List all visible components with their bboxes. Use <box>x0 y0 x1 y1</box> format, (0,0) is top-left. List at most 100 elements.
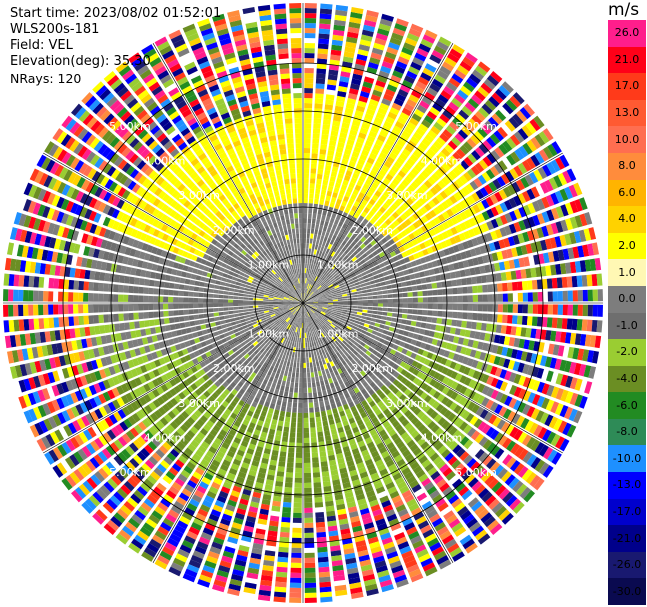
range-gate <box>349 270 355 276</box>
range-gate <box>340 184 348 191</box>
range-gate <box>322 284 328 289</box>
range-gate <box>355 540 367 548</box>
range-gate <box>374 560 387 569</box>
range-gate <box>361 29 374 37</box>
range-gate <box>420 427 430 437</box>
range-gate <box>500 173 511 185</box>
range-gate <box>486 442 497 453</box>
range-gate <box>366 313 373 318</box>
range-gate <box>321 310 327 314</box>
range-gate <box>325 505 335 512</box>
range-gate <box>343 254 349 261</box>
range-gate <box>304 293 308 299</box>
range-gate <box>569 377 578 390</box>
range-gate <box>376 268 383 274</box>
range-gate <box>515 350 523 360</box>
range-gate <box>417 309 423 315</box>
range-gate <box>424 166 434 175</box>
range-gate <box>299 307 302 313</box>
range-gate <box>534 459 546 473</box>
range-gate <box>360 564 373 572</box>
range-gate <box>370 52 382 61</box>
range-gate <box>332 309 338 312</box>
range-gate <box>484 474 496 486</box>
range-gate <box>560 389 569 402</box>
range-gate <box>449 401 458 411</box>
range-gate <box>304 18 317 24</box>
range-gate <box>270 454 278 461</box>
range-gate <box>317 163 325 170</box>
range-gate <box>306 312 309 318</box>
range-gate <box>557 249 565 261</box>
range-gate <box>306 295 311 300</box>
range-gate <box>506 347 514 358</box>
range-gate <box>546 431 557 444</box>
range-gate <box>269 520 279 527</box>
range-gate <box>368 337 375 343</box>
range-gate <box>467 368 476 378</box>
range-gate <box>387 486 398 495</box>
range-gate <box>365 420 373 428</box>
range-gate <box>337 209 344 216</box>
range-gate <box>382 249 390 255</box>
range-gate <box>381 256 388 262</box>
range-gate <box>358 191 365 199</box>
range-gate <box>358 175 366 183</box>
range-gate <box>324 495 334 502</box>
range-gate <box>275 480 284 487</box>
range-gate <box>287 340 291 346</box>
range-gate <box>479 265 486 274</box>
range-gate <box>504 370 512 381</box>
range-gate <box>236 507 247 516</box>
range-gate <box>359 39 372 47</box>
range-gate <box>293 357 297 363</box>
range-gate <box>462 303 468 311</box>
range-gate <box>436 340 443 347</box>
range-gate <box>351 382 357 390</box>
range-gate <box>486 153 497 164</box>
range-gate <box>366 588 379 597</box>
range-gate <box>304 133 311 139</box>
range-gate <box>387 303 393 308</box>
range-gate <box>476 275 482 284</box>
range-gate <box>328 350 333 357</box>
range-gate <box>320 143 328 150</box>
range-gate <box>304 48 315 54</box>
range-gate <box>314 356 319 362</box>
range-gate <box>572 347 580 360</box>
range-gate <box>410 167 420 176</box>
range-gate <box>457 89 469 100</box>
range-gate <box>509 210 518 222</box>
range-gate <box>327 301 333 303</box>
range-gate <box>409 273 416 280</box>
range-gate <box>515 415 526 427</box>
range-gate <box>378 169 387 177</box>
range-gate <box>323 342 328 348</box>
range-gate <box>357 158 366 166</box>
range-gate <box>420 206 428 215</box>
range-gate <box>362 166 371 174</box>
range-gate <box>584 212 593 225</box>
range-gate <box>416 548 429 559</box>
range-gate <box>421 459 432 469</box>
range-gate <box>415 362 423 370</box>
range-gate <box>373 143 382 152</box>
range-gate <box>419 328 426 335</box>
range-gate <box>308 311 312 316</box>
range-gate <box>363 522 375 530</box>
range-gate <box>457 261 465 269</box>
range-gate <box>334 260 340 266</box>
range-gate <box>383 275 390 281</box>
range-gate <box>303 143 311 149</box>
range-gate <box>329 176 336 183</box>
range-gate <box>559 404 569 418</box>
range-gate <box>313 313 318 318</box>
range-gate <box>246 572 259 580</box>
range-gate <box>367 174 375 182</box>
range-gate <box>308 278 311 284</box>
range-gate <box>517 304 523 314</box>
range-gate <box>522 218 531 230</box>
range-gate <box>345 287 352 292</box>
range-gate <box>362 81 373 89</box>
range-gate <box>438 559 452 570</box>
